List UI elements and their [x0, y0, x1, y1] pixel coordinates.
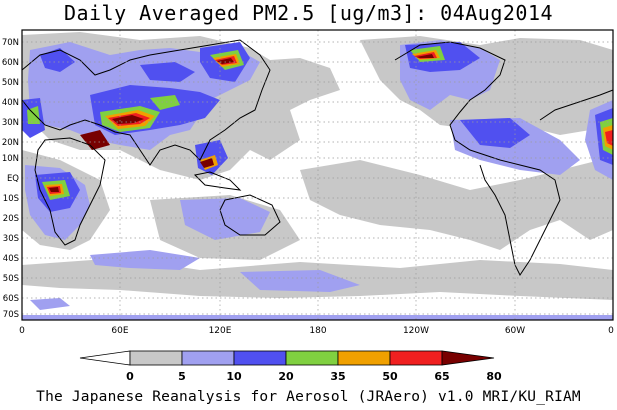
colorbar-left-arrow: [79, 350, 131, 366]
dataset-credit: The Japanese Reanalysis for Aerosol (JRA…: [36, 389, 581, 405]
colorbar-label-50: 50: [382, 370, 398, 383]
lon-label-0-right: 0: [608, 326, 614, 336]
colorbar-label-80: 80: [486, 370, 502, 383]
lat-label-20n: 20N: [2, 138, 19, 148]
lat-label-30s: 30S: [3, 234, 19, 244]
lat-label-eq: EQ: [7, 174, 19, 184]
lat-label-40n: 40N: [2, 98, 19, 108]
colorbar-segment-20-35: [233, 350, 287, 366]
lon-label-0-left: 0: [19, 326, 25, 336]
lon-label-60e: 60E: [111, 326, 128, 336]
lat-label-20s: 20S: [3, 214, 19, 224]
colorbar-segment-5-10: [129, 350, 183, 366]
colorbar-segment-65-80: [389, 350, 443, 366]
lat-label-40s: 40S: [3, 254, 19, 264]
colorbar-label-65: 65: [434, 370, 449, 383]
map-panel: [21, 29, 614, 321]
colorbar: 0 5 10 20 35 50 65 80: [79, 350, 502, 383]
colorbar-right-arrow: [441, 350, 495, 366]
lat-label-70s: 70S: [3, 310, 19, 320]
lon-label-120w: 120W: [403, 326, 429, 336]
lon-label-120e: 120E: [209, 326, 232, 336]
colorbar-label-0: 0: [126, 370, 134, 383]
colorbar-label-10: 10: [226, 370, 242, 383]
lat-label-60n: 60N: [2, 58, 19, 68]
colorbar-label-20: 20: [278, 370, 294, 383]
colorbar-label-35: 35: [330, 370, 345, 383]
lat-label-10n: 10N: [2, 154, 19, 164]
lat-label-10s: 10S: [3, 194, 19, 204]
map-title: Daily Averaged PM2.5 [ug/m3]: 04Aug2014: [63, 1, 554, 25]
lat-label-70n: 70N: [2, 38, 19, 48]
latitude-axis: 70N 60N 50N 40N 30N 20N 10N EQ 10S 20S 3…: [2, 38, 19, 320]
longitude-axis: 0 60E 120E 180 120W 60W 0: [19, 326, 614, 336]
lon-label-180: 180: [309, 326, 326, 336]
lat-label-60s: 60S: [3, 294, 19, 304]
lon-label-60w: 60W: [505, 326, 525, 336]
colorbar-label-5: 5: [178, 370, 186, 383]
lat-label-50n: 50N: [2, 78, 19, 88]
lat-label-30n: 30N: [2, 118, 19, 128]
map-frame: [21, 29, 614, 321]
colorbar-segment-35-50: [285, 350, 339, 366]
lat-label-50s: 50S: [3, 274, 19, 284]
colorbar-segment-50-65: [337, 350, 391, 366]
colorbar-segment-10-20: [181, 350, 235, 366]
